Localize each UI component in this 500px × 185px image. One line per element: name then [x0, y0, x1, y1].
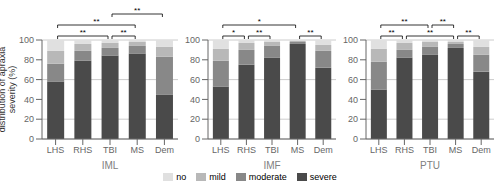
svg-text:100: 100 — [343, 35, 358, 45]
svg-text:40: 40 — [190, 95, 200, 105]
svg-text:40: 40 — [348, 95, 358, 105]
svg-text:80: 80 — [348, 55, 358, 65]
svg-text:IML: IML — [102, 160, 119, 169]
svg-text:distribution of apraxiaseverit: distribution of apraxiaseverity (%) — [8, 47, 17, 133]
svg-text:RHS: RHS — [237, 145, 256, 155]
svg-text:**: ** — [307, 28, 313, 37]
html-text:no: no — [176, 172, 187, 182]
svg-text:20: 20 — [348, 114, 358, 124]
html-text:moderate: moderate — [248, 172, 287, 182]
svg-text:60: 60 — [190, 75, 200, 85]
svg-text:Dem: Dem — [155, 145, 174, 155]
svg-text:**: ** — [256, 28, 262, 37]
svg-text:**: ** — [120, 28, 126, 37]
svg-text:**: ** — [465, 28, 471, 37]
svg-text:LHS: LHS — [212, 145, 230, 155]
svg-text:**: ** — [93, 17, 99, 26]
svg-text:*: * — [232, 28, 235, 37]
svg-text:20: 20 — [24, 114, 34, 124]
svg-text:Dem: Dem — [472, 145, 491, 155]
svg-text:LHS: LHS — [370, 145, 388, 155]
svg-text:80: 80 — [24, 55, 34, 65]
svg-text:80: 80 — [190, 55, 200, 65]
svg-text:MS: MS — [449, 145, 463, 155]
svg-text:0: 0 — [353, 134, 358, 144]
svg-text:0: 0 — [195, 134, 200, 144]
svg-text:40: 40 — [24, 95, 34, 105]
svg-text:MS: MS — [291, 145, 305, 155]
svg-text:LHS: LHS — [47, 145, 65, 155]
svg-text:MS: MS — [130, 145, 144, 155]
svg-text:RHS: RHS — [73, 145, 92, 155]
svg-text:60: 60 — [348, 75, 358, 85]
svg-text:IMF: IMF — [263, 160, 280, 169]
svg-text:RHS: RHS — [395, 145, 414, 155]
svg-text:Dem: Dem — [314, 145, 333, 155]
svg-text:TBI: TBI — [103, 145, 117, 155]
svg-text:TBI: TBI — [423, 145, 437, 155]
svg-text:100: 100 — [185, 35, 200, 45]
svg-text:**: ** — [427, 28, 433, 37]
html-text:severe: severe — [309, 172, 337, 182]
svg-text:PTU: PTU — [420, 160, 440, 169]
svg-text:60: 60 — [24, 75, 34, 85]
svg-text:**: ** — [440, 17, 446, 26]
svg-text:100: 100 — [19, 35, 34, 45]
svg-text:**: ** — [80, 28, 86, 37]
svg-text:*: * — [258, 17, 261, 26]
svg-text:0: 0 — [29, 134, 34, 144]
svg-text:**: ** — [134, 6, 140, 15]
svg-text:**: ** — [401, 17, 407, 26]
svg-text:**: ** — [388, 28, 394, 37]
html-text:mild: mild — [209, 172, 226, 182]
svg-text:20: 20 — [190, 114, 200, 124]
svg-text:TBI: TBI — [265, 145, 279, 155]
